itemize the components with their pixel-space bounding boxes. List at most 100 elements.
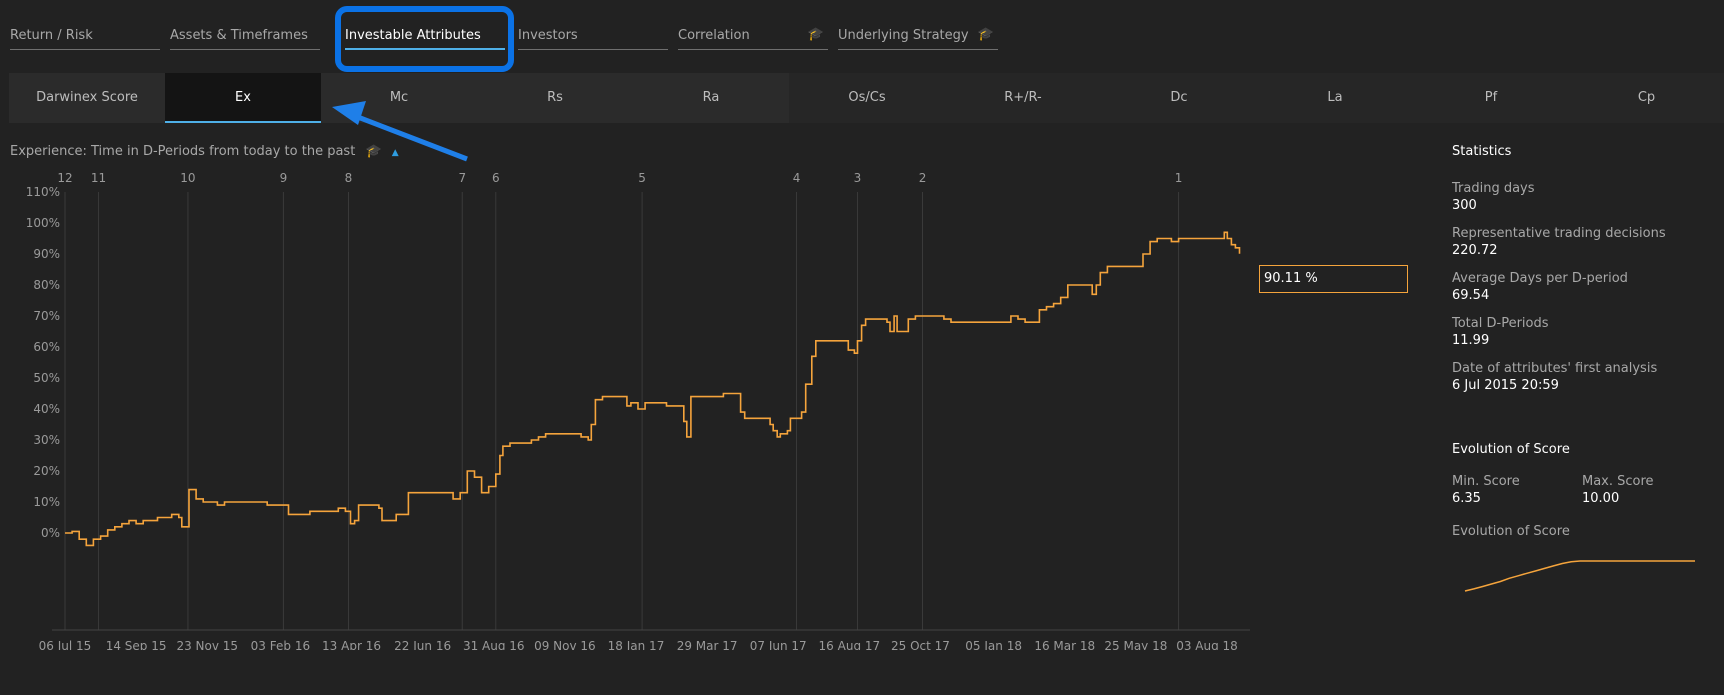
tab-underlying-strategy[interactable]: Underlying Strategy 🎓 bbox=[838, 22, 998, 50]
experience-chart: 12 11 10 9 8 7 6 5 4 3 2 1 0% 10% 20% 30% 40% 50% 60% 70% 8… bbox=[26, 171, 1250, 650]
y-tick-label: 10% bbox=[33, 495, 60, 509]
tab-investable-attributes[interactable]: Investable Attributes bbox=[345, 22, 505, 50]
x-tick-label: 25 Oct 17 bbox=[891, 639, 950, 650]
period-labels: 12 11 10 9 8 7 6 5 4 3 2 1 bbox=[57, 171, 1182, 185]
tab-ex[interactable]: Ex bbox=[165, 73, 321, 123]
tab-investors[interactable]: Investors bbox=[518, 22, 668, 50]
stat-representative-decisions: Representative trading decisions 220.72 bbox=[1452, 226, 1724, 260]
stat-total-d-periods: Total D-Periods 11.99 bbox=[1452, 316, 1724, 350]
y-axis: 0% 10% 20% 30% 40% 50% 60% 70% 80% 90% 100% 110% bbox=[26, 185, 60, 540]
x-tick-label: 16 Mar 18 bbox=[1034, 639, 1095, 650]
min-score-value: 6.35 bbox=[1452, 491, 1481, 506]
series-line bbox=[65, 231, 1241, 547]
tab-label: Underlying Strategy bbox=[838, 28, 969, 43]
y-tick-label: 110% bbox=[26, 185, 60, 199]
evolution-panel: Evolution of Score Min. Score 6.35 Max. … bbox=[1452, 442, 1724, 539]
x-tick-label: 06 Jul 15 bbox=[39, 639, 92, 650]
tab-pf[interactable]: Pf bbox=[1413, 73, 1569, 123]
x-tick-label: 07 Jun 17 bbox=[750, 639, 807, 650]
period-label: 1 bbox=[1175, 171, 1183, 185]
tab-return-risk[interactable]: Return / Risk bbox=[10, 22, 160, 50]
x-tick-label: 31 Aug 16 bbox=[463, 639, 525, 650]
max-score-label: Max. Score bbox=[1582, 474, 1654, 489]
period-label: 12 bbox=[57, 171, 72, 185]
tab-darwinex-score[interactable]: Darwinex Score bbox=[36, 90, 138, 105]
tab-label: Return / Risk bbox=[10, 28, 93, 43]
stat-trading-days: Trading days 300 bbox=[1452, 181, 1724, 215]
max-score-value: 10.00 bbox=[1582, 491, 1620, 506]
x-tick-label: 05 Jan 18 bbox=[965, 639, 1022, 650]
x-tick-label: 03 Aug 18 bbox=[1176, 639, 1238, 650]
tab-label: Investable Attributes bbox=[345, 28, 481, 43]
x-tick-label: 03 Feb 16 bbox=[251, 639, 310, 650]
tab-la[interactable]: La bbox=[1257, 73, 1413, 123]
stat-value: 300 bbox=[1452, 198, 1477, 213]
tab-ra[interactable]: Ra bbox=[702, 90, 720, 105]
stat-label: Trading days bbox=[1452, 181, 1535, 196]
x-tick-label: 25 May 18 bbox=[1104, 639, 1167, 650]
y-tick-label: 90% bbox=[33, 247, 60, 261]
y-tick-label: 100% bbox=[26, 216, 60, 230]
stat-value: 220.72 bbox=[1452, 243, 1498, 258]
x-tick-label: 29 Mar 17 bbox=[677, 639, 738, 650]
y-tick-label: 70% bbox=[33, 309, 60, 323]
sub-tab-bar: Darwinex Score Ex Mc Rs Ra Os/Cs R+/R- D… bbox=[9, 73, 1724, 123]
stat-label: Representative trading decisions bbox=[1452, 226, 1666, 241]
stat-label: Average Days per D-period bbox=[1452, 271, 1628, 286]
graduation-cap-icon[interactable]: 🎓 bbox=[365, 144, 382, 159]
statistics-title: Statistics bbox=[1452, 144, 1512, 159]
period-label: 4 bbox=[793, 171, 801, 185]
stat-value: 69.54 bbox=[1452, 288, 1490, 303]
caret-up-icon[interactable]: ▲ bbox=[391, 148, 399, 158]
tab-rs[interactable]: Rs bbox=[547, 90, 563, 105]
x-tick-label: 13 Apr 16 bbox=[322, 639, 381, 650]
tab-assets-timeframes[interactable]: Assets & Timeframes bbox=[170, 22, 320, 50]
period-label: 6 bbox=[492, 171, 500, 185]
y-tick-label: 80% bbox=[33, 278, 60, 292]
y-tick-label: 20% bbox=[33, 464, 60, 478]
tab-dc[interactable]: Dc bbox=[1101, 73, 1257, 123]
y-tick-label: 0% bbox=[41, 526, 60, 540]
tab-mc[interactable]: Mc bbox=[389, 90, 409, 105]
graduation-cap-icon[interactable]: 🎓 bbox=[977, 27, 994, 42]
evolution-title: Evolution of Score bbox=[1452, 442, 1570, 457]
score-sparkline bbox=[1464, 560, 1695, 592]
stat-average-days: Average Days per D-period 69.54 bbox=[1452, 271, 1724, 305]
stat-label: Date of attributes' first analysis bbox=[1452, 361, 1658, 376]
graduation-cap-icon[interactable]: 🎓 bbox=[807, 27, 824, 42]
highlight-box bbox=[335, 6, 514, 72]
x-tick-label: 16 Aug 17 bbox=[819, 639, 881, 650]
tab-cp[interactable]: Cp bbox=[1569, 73, 1724, 123]
period-label: 9 bbox=[280, 171, 288, 185]
tab-r-plus-minus[interactable]: R+/R- bbox=[945, 73, 1101, 123]
period-label: 2 bbox=[919, 171, 927, 185]
period-label: 10 bbox=[180, 171, 195, 185]
annotation-arrow bbox=[332, 101, 468, 162]
tab-label: Investors bbox=[518, 28, 578, 43]
stat-first-analysis-date: Date of attributes' first analysis 6 Jul… bbox=[1452, 361, 1724, 395]
statistics-panel: Statistics Trading days 300 Representati… bbox=[1452, 144, 1724, 406]
stat-label: Total D-Periods bbox=[1452, 316, 1549, 331]
max-score: Max. Score 10.00 bbox=[1582, 474, 1654, 508]
y-tick-label: 40% bbox=[33, 402, 60, 416]
min-score-label: Min. Score bbox=[1452, 474, 1520, 489]
y-tick-label: 30% bbox=[33, 433, 60, 447]
x-tick-label: 22 Jun 16 bbox=[394, 639, 451, 650]
stat-value: 11.99 bbox=[1452, 333, 1490, 348]
period-label: 5 bbox=[638, 171, 646, 185]
tab-label: Assets & Timeframes bbox=[170, 28, 308, 43]
min-score: Min. Score 6.35 bbox=[1452, 474, 1520, 508]
section-title: Experience: Time in D-Periods from today… bbox=[10, 144, 399, 159]
sparkline-path bbox=[1464, 560, 1695, 592]
current-value-badge: 90.11 % bbox=[1259, 265, 1408, 293]
tab-os-cs[interactable]: Os/Cs bbox=[789, 73, 945, 123]
section-title-text: Experience: Time in D-Periods from today… bbox=[10, 144, 356, 159]
y-tick-label: 60% bbox=[33, 340, 60, 354]
x-tick-label: 18 Jan 17 bbox=[608, 639, 665, 650]
tab-label: Correlation bbox=[678, 28, 750, 43]
tab-correlation[interactable]: Correlation 🎓 bbox=[678, 22, 828, 50]
stat-value: 6 Jul 2015 20:59 bbox=[1452, 378, 1559, 393]
x-tick-label: 23 Nov 15 bbox=[176, 639, 238, 650]
period-label: 8 bbox=[345, 171, 353, 185]
period-label: 7 bbox=[458, 171, 466, 185]
